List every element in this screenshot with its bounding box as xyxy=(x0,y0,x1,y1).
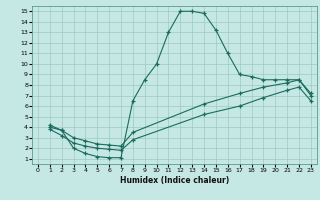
X-axis label: Humidex (Indice chaleur): Humidex (Indice chaleur) xyxy=(120,176,229,185)
